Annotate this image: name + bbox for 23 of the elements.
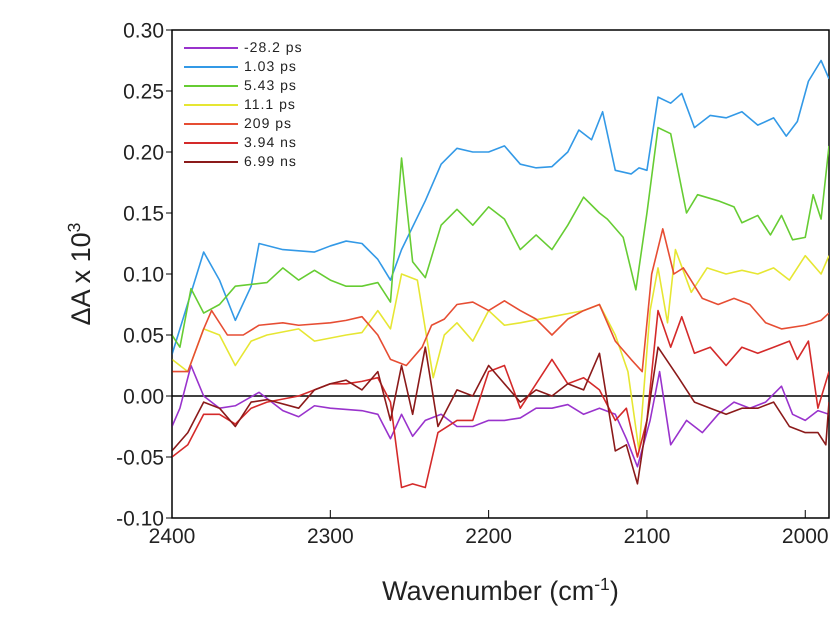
y-tick-label: 0.15 (123, 202, 164, 226)
legend-label: 11.1 ps (244, 95, 296, 114)
y-tick-label: 0.25 (123, 80, 164, 104)
legend-label: 1.03 ps (244, 57, 297, 76)
legend-label: 209 ps (244, 114, 292, 133)
y-tick-label: 0.20 (123, 141, 164, 164)
x-tick-label: 2300 (306, 524, 354, 548)
y-tick-label: 0.30 (123, 19, 164, 42)
legend-label: 6.99 ns (244, 152, 297, 171)
y-tick-label: 0.10 (123, 263, 164, 286)
y-tick-label: 0.00 (123, 385, 164, 408)
x-tick-label: 2200 (465, 524, 512, 548)
line-series (172, 228, 829, 372)
x-axis-title: Wavenumber (cm$^{-1}$) (382, 574, 619, 606)
y-tick-label: -0.05 (116, 446, 164, 470)
line-series (172, 60, 829, 356)
x-tick-label: 2400 (148, 524, 196, 548)
legend-label: 5.43 ps (244, 76, 297, 95)
x-tick-label: 2100 (624, 524, 670, 548)
x-tick-label: 2000 (782, 524, 829, 548)
y-tick-label: 0.05 (123, 324, 164, 348)
legend-label: 3.94 ns (244, 133, 297, 152)
legend-label: -28.2 ps (244, 38, 303, 57)
